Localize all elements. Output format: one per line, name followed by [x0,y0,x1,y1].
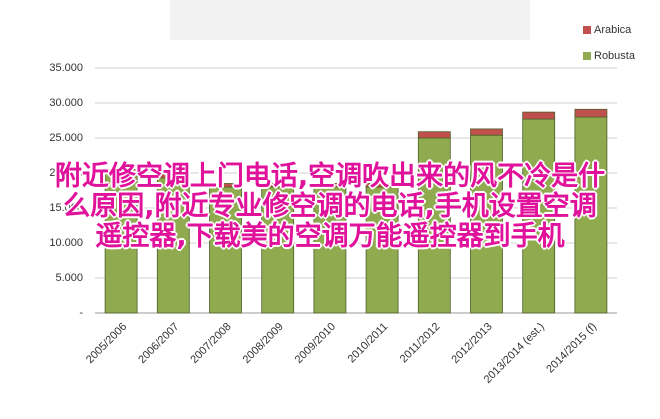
x-tick-label: 2014/2015 (f) [544,321,599,376]
y-tick-label: 30.000 [49,97,83,109]
bar-segment [417,137,451,314]
overlay-line: 遥控器,下载美的空调万能遥控器到手机 [95,221,565,252]
x-tick-label: 2012/2013 [449,321,494,366]
x-tick-label: 2007/2008 [188,321,233,366]
legend-label: Arabica [594,24,632,36]
legend-swatch [583,26,591,34]
y-tick-label: 10.000 [49,237,83,249]
y-tick-label: 35.000 [49,62,83,74]
bar-segment [209,183,242,188]
bar-segment [313,186,347,314]
x-tick-label: 2009/2010 [293,321,338,366]
bar-segment [365,183,399,188]
bar-segment [574,108,608,118]
legend-label: Robusta [594,50,636,62]
y-tick-label: 5.000 [55,272,83,284]
y-tick-label: - [79,307,83,319]
bar-segment [104,169,138,174]
bar-segment [470,128,503,136]
bar-segment [261,183,295,188]
bar-segment [417,131,451,139]
x-tick-label: 2011/2012 [398,321,443,366]
bar-segment [522,111,556,120]
overlay-text: 附近修空调上门电话,空调吹出来的风不冷是什 么原因,附近专业修空调的电话,手机设置… [0,162,660,252]
title-area [170,0,530,40]
bar-segment [156,177,190,314]
y-tick-label: 15.000 [49,202,83,214]
x-tick-label: 2010/2011 [346,321,391,366]
overlay-line: 么原因,附近专业修空调的电话,手机设置空调 [63,191,597,222]
bar-segment [104,172,138,314]
y-tick-label: 20.000 [49,167,83,179]
bar-segment [470,134,503,314]
x-tick-label: 2005/2006 [84,321,129,366]
bar-segment [365,186,399,314]
bar-segment [522,118,556,314]
y-tick-label: 25.000 [49,132,83,144]
bar-segment [261,186,295,314]
bar-segment [156,173,190,179]
legend-swatch [583,52,591,60]
bar-segment [313,183,347,188]
overlay-line: 附近修空调上门电话,空调吹出来的风不冷是什 [54,161,606,192]
x-tick-label: 2008/2009 [241,321,286,366]
x-tick-label: 2006/2007 [136,321,181,366]
